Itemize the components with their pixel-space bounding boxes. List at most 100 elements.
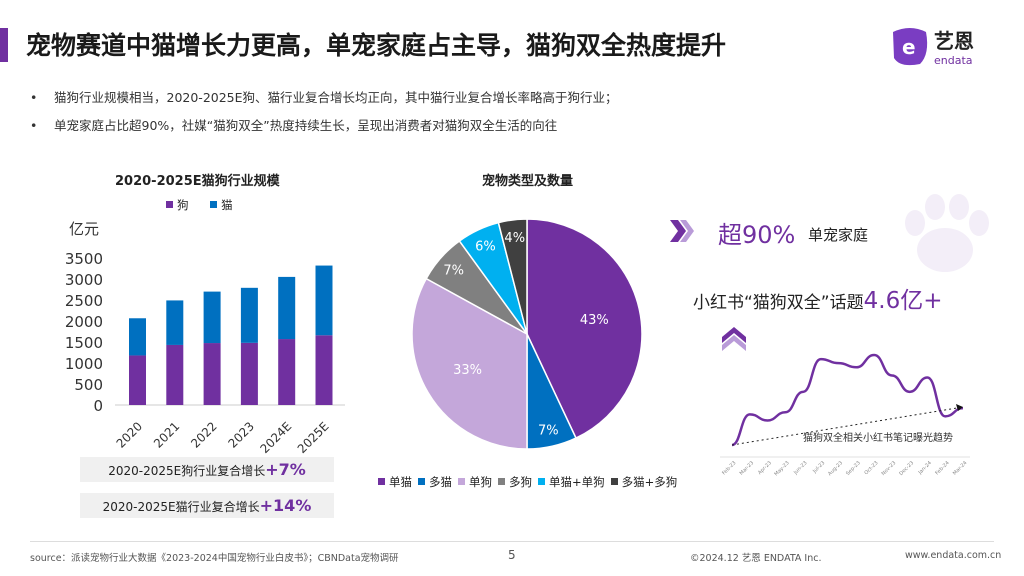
bar-chart-title: 2020-2025E猫狗行业规模 [115, 174, 280, 189]
y-axis-label: 亿元 [69, 220, 99, 238]
x-tick-label: Jul-23 [811, 460, 826, 475]
legend-swatch [458, 478, 465, 485]
x-tick-label: Nov-23 [881, 460, 898, 477]
pie-slice [497, 218, 528, 335]
legend-label: 多猫+多狗 [621, 475, 678, 489]
xhs-topic-value: 4.6亿+ [863, 288, 943, 314]
cat-growth-label: 2020-2025E猫行业复合增长 [102, 500, 260, 514]
x-tick-label: 2024E [257, 419, 294, 455]
pie-slice [411, 277, 528, 450]
legend-label: 单猫+单狗 [549, 475, 605, 489]
title-accent-bar [0, 28, 8, 62]
legend-swatch [166, 201, 173, 208]
legend-swatch [610, 478, 618, 485]
bar-dog [129, 355, 146, 405]
legend-swatch [210, 201, 218, 208]
bar-dog [278, 339, 296, 405]
svg-text:艺恩: 艺恩 [934, 29, 974, 53]
single-pet-value: 超90% [718, 221, 796, 249]
bullet-text: 单宠家庭占比超90%，社媒“猫狗双全”热度持续生长，呈现出消费者对猫狗双全生活的… [54, 118, 558, 133]
bar-cat [240, 287, 258, 343]
y-tick-label: 3500 [65, 250, 103, 268]
pie-data-label: 7% [443, 263, 464, 278]
line-series [731, 353, 964, 447]
x-tick-label: 2025E [295, 419, 332, 455]
y-tick-label: 1500 [65, 334, 103, 352]
bullet-1: • 猫狗行业规模相当，2020-2025E狗、猫行业复合增长均正向，其中猫行业复合… [30, 90, 618, 105]
pie-data-label: 4% [504, 231, 525, 246]
dog-growth-box: 2020-2025E狗行业复合增长+7% [80, 457, 334, 482]
x-tick-label: Apr-23 [757, 460, 773, 476]
x-tick-label: 2022 [188, 419, 219, 450]
x-tick-label: Sep-23 [845, 460, 862, 477]
x-tick-label: Oct-23 [863, 460, 879, 476]
pie-data-label: 7% [538, 423, 559, 438]
bar-cat [129, 318, 146, 356]
y-tick-label: 500 [74, 376, 103, 394]
cat-growth-box: 2020-2025E猫行业复合增长+14% [80, 493, 334, 518]
footer-source: source：派读宠物行业大数据《2023-2024中国宠物行业白皮书》；CBN… [30, 553, 399, 564]
pie-slice [526, 218, 643, 440]
bar-cat [315, 265, 333, 336]
y-tick-label: 1000 [65, 355, 103, 373]
bar-dog [240, 342, 258, 405]
legend-label: 猫 [221, 198, 233, 212]
bar-cat [278, 276, 296, 340]
x-tick-label: Aug-23 [827, 460, 844, 477]
page-title: 宠物赛道中猫增长力更高，单宠家庭占主导，猫狗双全热度提升 [26, 31, 727, 60]
y-tick-label: 3000 [65, 271, 103, 289]
xhs-topic: 小红书“猫狗双全”话题4.6亿+ [693, 281, 942, 315]
legend-swatch [498, 478, 505, 485]
footer-website: www.endata.com.cn [905, 550, 1002, 561]
x-tick-label: Jun-23 [792, 460, 808, 476]
legend-label: 多猫 [429, 475, 452, 489]
x-tick-label: Dec-23 [898, 460, 915, 477]
bullet-text: 猫狗行业规模相当，2020-2025E狗、猫行业复合增长均正向，其中猫行业复合增… [54, 90, 618, 105]
legend-swatch [538, 478, 545, 485]
xhs-topic-label: 小红书“猫狗双全”话题 [693, 293, 864, 313]
pie-data-label: 33% [453, 363, 482, 378]
svg-text:endata: endata [934, 54, 973, 67]
footer-divider [30, 541, 994, 542]
x-tick-label: May-23 [773, 460, 790, 477]
pie-chart-title: 宠物类型及数量 [482, 174, 574, 189]
legend-swatch [378, 478, 385, 485]
svg-text:e: e [902, 35, 916, 59]
page-number: 5 [508, 548, 516, 562]
x-tick-label: Mar-24 [952, 460, 968, 476]
legend-swatch [418, 478, 425, 485]
legend-label: 多狗 [509, 475, 532, 489]
dog-growth-label: 2020-2025E狗行业复合增长 [108, 464, 266, 478]
trend-arrow [956, 404, 963, 411]
bar-cat [166, 300, 184, 345]
y-tick-label: 2500 [65, 292, 103, 310]
trend-annotation: 猫狗双全相关小红书笔记曝光趋势 [803, 431, 953, 444]
paw-icon [905, 194, 989, 272]
bar-cat [203, 291, 221, 344]
bar-legend: 狗 猫 [160, 197, 233, 213]
legend-label: 单猫 [389, 475, 412, 489]
trend-line [731, 406, 964, 446]
x-tick-label: 2021 [151, 419, 182, 450]
x-tick-label: Jan-24 [917, 460, 933, 476]
footer-copyright: ©2024.12 艺恩 ENDATA Inc. [690, 553, 822, 564]
pie-chart: 43% 7% 33% 7% 6% 4% [411, 218, 643, 450]
cat-growth-value: +14% [259, 496, 312, 515]
bar-dog [315, 335, 333, 405]
legend-label: 单狗 [469, 475, 492, 489]
chevron-right-icon [670, 220, 694, 242]
x-tick-label: 2023 [226, 419, 257, 450]
endata-logo: e 艺恩 endata [890, 24, 1010, 68]
bullet-2: • 单宠家庭占比超90%，社媒“猫狗双全”热度持续生长，呈现出消费者对猫狗双全生活… [30, 118, 558, 133]
pie-data-label: 43% [580, 313, 609, 328]
x-tick-label: Feb-24 [934, 460, 950, 476]
x-tick-label: Mar-23 [739, 460, 755, 476]
x-tick-label: Feb-23 [721, 460, 737, 476]
bar-dog [166, 344, 184, 405]
chevron-up-icon [722, 327, 746, 351]
single-pet-label: 单宠家庭 [808, 226, 869, 244]
y-tick-label: 0 [93, 397, 103, 415]
legend-label: 狗 [177, 198, 189, 212]
